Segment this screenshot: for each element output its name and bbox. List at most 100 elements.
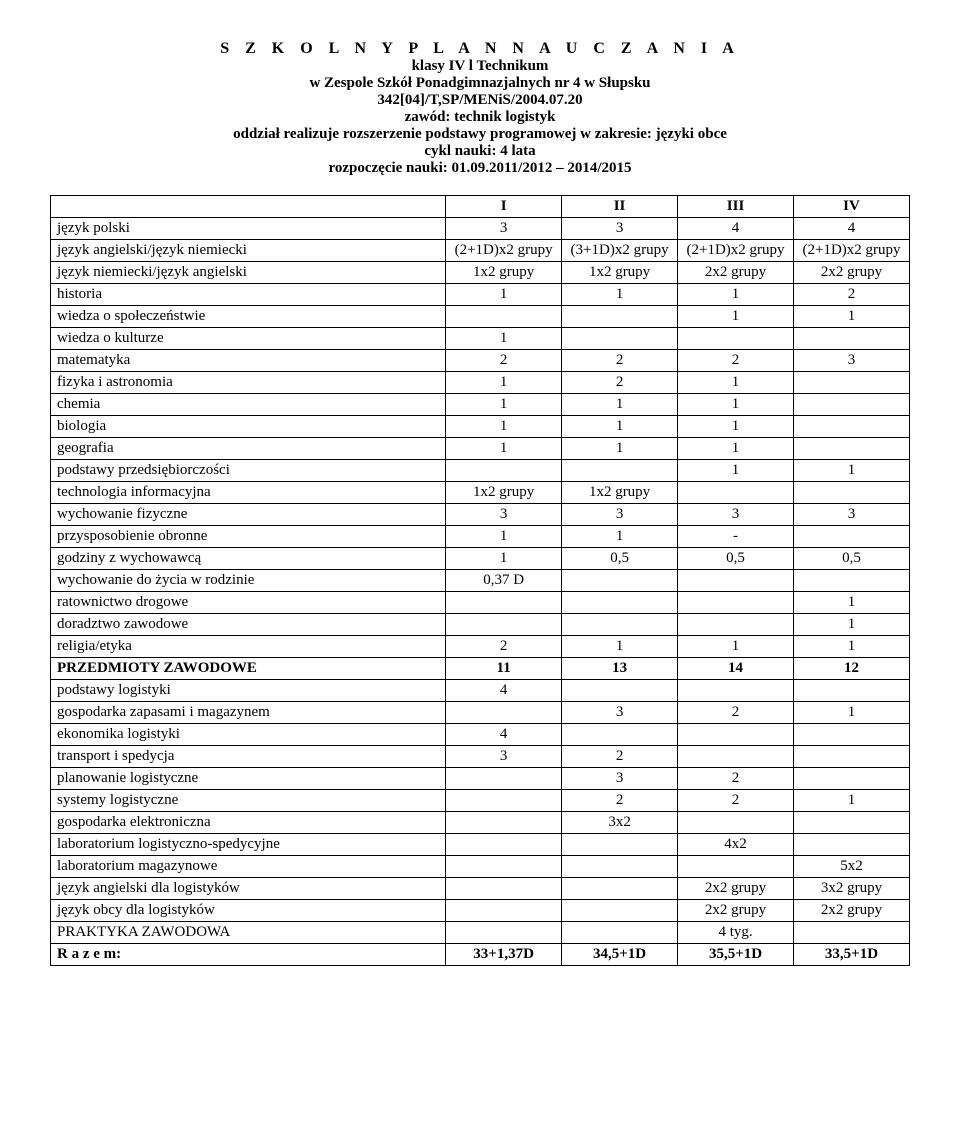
row-value (794, 570, 910, 592)
row-value: 33+1,37D (446, 944, 562, 966)
row-value: 3 (794, 504, 910, 526)
table-row: geografia111 (51, 438, 910, 460)
row-value: 1 (678, 284, 794, 306)
row-value: 3x2 (562, 812, 678, 834)
table-row: gospodarka elektroniczna3x2 (51, 812, 910, 834)
row-value (446, 878, 562, 900)
row-value (562, 856, 678, 878)
row-label: PRAKTYKA ZAWODOWA (51, 922, 446, 944)
row-value: 2x2 grupy (678, 262, 794, 284)
profession-line: zawód: technik logistyk (50, 109, 910, 126)
row-value: 3 (446, 218, 562, 240)
row-value: 1 (678, 460, 794, 482)
row-value (794, 812, 910, 834)
row-value (446, 834, 562, 856)
row-label: fizyka i astronomia (51, 372, 446, 394)
title-sub: klasy IV l Technikum (50, 58, 910, 75)
row-value: 1 (794, 306, 910, 328)
table-row: wychowanie do życia w rodzinie0,37 D (51, 570, 910, 592)
row-label: podstawy przedsiębiorczości (51, 460, 446, 482)
table-row: wychowanie fizyczne3333 (51, 504, 910, 526)
col-I: I (446, 196, 562, 218)
row-value: 3 (794, 350, 910, 372)
table-row: chemia111 (51, 394, 910, 416)
row-label: systemy logistyczne (51, 790, 446, 812)
row-value (446, 614, 562, 636)
table-row: ekonomika logistyki4 (51, 724, 910, 746)
row-value: 2 (562, 746, 678, 768)
row-value: 2 (794, 284, 910, 306)
row-value (794, 394, 910, 416)
row-value (678, 812, 794, 834)
row-value: 1 (446, 438, 562, 460)
row-value (678, 570, 794, 592)
row-value: 2 (678, 790, 794, 812)
row-label: wiedza o kulturze (51, 328, 446, 350)
row-value: 3 (562, 768, 678, 790)
code-line: 342[04]/T,SP/MENiS/2004.07.20 (50, 92, 910, 109)
row-value: 35,5+1D (678, 944, 794, 966)
row-value: 2x2 grupy (794, 900, 910, 922)
row-value: 1 (562, 438, 678, 460)
table-row: historia1112 (51, 284, 910, 306)
row-value (446, 790, 562, 812)
row-label: laboratorium magazynowe (51, 856, 446, 878)
row-value: (2+1D)x2 grupy (446, 240, 562, 262)
row-label: wychowanie do życia w rodzinie (51, 570, 446, 592)
row-value (794, 372, 910, 394)
row-value: 4 (446, 724, 562, 746)
start-line: rozpoczęcie nauki: 01.09.2011/2012 – 201… (50, 160, 910, 177)
row-value (678, 482, 794, 504)
row-label: matematyka (51, 350, 446, 372)
row-value: 1 (794, 460, 910, 482)
row-label: geografia (51, 438, 446, 460)
cycle-line: cykl nauki: 4 lata (50, 143, 910, 160)
table-row: ratownictwo drogowe1 (51, 592, 910, 614)
row-value (562, 592, 678, 614)
row-label: historia (51, 284, 446, 306)
row-value: 14 (678, 658, 794, 680)
row-value (678, 328, 794, 350)
row-value: 1 (446, 284, 562, 306)
table-row: PRAKTYKA ZAWODOWA4 tyg. (51, 922, 910, 944)
row-value: 2 (678, 702, 794, 724)
row-value: 3 (446, 746, 562, 768)
row-value: 1 (794, 592, 910, 614)
row-value: 3x2 grupy (794, 878, 910, 900)
row-value: 13 (562, 658, 678, 680)
row-value (562, 724, 678, 746)
row-label: język niemiecki/język angielski (51, 262, 446, 284)
table-row: podstawy logistyki4 (51, 680, 910, 702)
row-value (446, 306, 562, 328)
table-row: R a z e m:33+1,37D34,5+1D35,5+1D33,5+1D (51, 944, 910, 966)
row-value: 0,5 (562, 548, 678, 570)
row-value: 1 (446, 328, 562, 350)
table-row: język polski3344 (51, 218, 910, 240)
row-value (562, 306, 678, 328)
table-row: planowanie logistyczne32 (51, 768, 910, 790)
row-value: (2+1D)x2 grupy (678, 240, 794, 262)
row-label: język angielski/język niemiecki (51, 240, 446, 262)
row-label: przysposobienie obronne (51, 526, 446, 548)
row-label: laboratorium logistyczno-spedycyjne (51, 834, 446, 856)
row-value: 2x2 grupy (794, 262, 910, 284)
row-value (794, 768, 910, 790)
row-value: - (678, 526, 794, 548)
row-value (446, 856, 562, 878)
table-row: systemy logistyczne221 (51, 790, 910, 812)
row-value (562, 834, 678, 856)
col-IV: IV (794, 196, 910, 218)
row-label: ekonomika logistyki (51, 724, 446, 746)
table-row: PRZEDMIOTY ZAWODOWE11131412 (51, 658, 910, 680)
row-value: 1 (446, 416, 562, 438)
row-value: 1 (678, 306, 794, 328)
table-row: wiedza o kulturze1 (51, 328, 910, 350)
row-value: 0,37 D (446, 570, 562, 592)
table-row: godziny z wychowawcą10,50,50,5 (51, 548, 910, 570)
row-value (562, 328, 678, 350)
col-subject (51, 196, 446, 218)
row-value (794, 328, 910, 350)
row-value (562, 614, 678, 636)
row-value (794, 680, 910, 702)
table-header-row: IIIIIIIV (51, 196, 910, 218)
